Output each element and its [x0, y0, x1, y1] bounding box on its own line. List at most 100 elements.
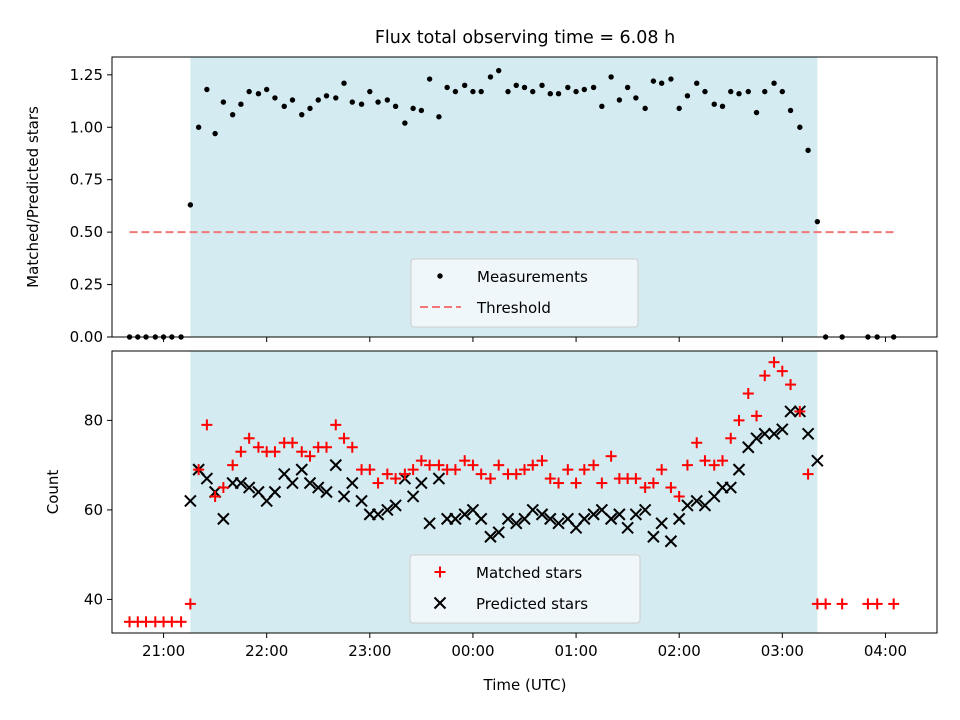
predicted-star-point — [337, 490, 351, 503]
matched-star-point — [209, 490, 221, 502]
predicted-star-point — [724, 481, 737, 494]
measurement-point — [658, 80, 665, 86]
measurement-point — [771, 80, 777, 86]
predicted-star-point — [638, 503, 652, 517]
matched-star-point — [553, 477, 565, 489]
predicted-star-point — [784, 405, 797, 418]
predicted-star-point — [303, 476, 317, 490]
predicted-star-point — [329, 458, 342, 472]
measurement-point — [555, 91, 562, 97]
matched-star-point — [742, 388, 754, 400]
matched-star-point — [562, 464, 574, 476]
matched-star-point — [888, 598, 900, 610]
matched-star-point — [699, 455, 711, 467]
matched-star-point — [484, 473, 496, 485]
measurement-point — [375, 99, 381, 105]
matched-star-point — [286, 437, 298, 449]
bottom-axes: 40 60 80 21:00 22:00 23:00 00:00 01:00 02:00 03:… — [44, 350, 938, 694]
bottom-x-tick-label: 04:00 — [864, 642, 907, 660]
matched-star-point — [407, 464, 419, 476]
matched-star-point — [433, 459, 445, 471]
measurement-point — [349, 99, 355, 105]
measurement-point — [392, 103, 399, 109]
matched-star-point — [346, 441, 358, 453]
measurement-point — [418, 107, 425, 114]
predicted-star-point — [217, 512, 230, 526]
top-y-tick-label: 0.75 — [70, 171, 103, 189]
matched-star-point — [330, 419, 342, 431]
predicted-star-point — [346, 476, 359, 490]
matched-star-point — [372, 477, 384, 489]
predicted-star-point — [432, 472, 446, 485]
measurement-point — [436, 114, 442, 120]
top-y-ticks: 0.00 0.25 0.50 0.75 1.00 1.25 — [70, 66, 112, 346]
matched-star-point — [673, 490, 685, 502]
bottom-y-tick-label: 40 — [84, 590, 103, 608]
measurement-point — [599, 103, 605, 109]
measurement-point — [573, 88, 579, 95]
predicted-star-point — [758, 427, 771, 441]
matched-star-point — [802, 468, 814, 480]
predicted-star-point — [613, 508, 626, 521]
bottom-legend-box — [409, 554, 641, 624]
measurement-point — [410, 105, 416, 112]
top-y-tick-label: 0.00 — [70, 328, 103, 346]
top-axes-frame — [111, 56, 938, 338]
predicted-star-point — [423, 517, 436, 530]
predicted-star-point — [510, 517, 523, 530]
matched-star-point — [243, 432, 255, 444]
measurement-point — [263, 86, 270, 93]
measurement-point — [539, 82, 545, 89]
measurement-point — [805, 147, 811, 154]
bottom-y-tick-label: 80 — [84, 411, 103, 429]
bottom-axes-frame — [111, 350, 938, 634]
measurement-point — [633, 95, 639, 101]
measurement-point — [402, 120, 408, 126]
matched-star-point — [166, 616, 178, 628]
measurement-point — [728, 88, 734, 95]
x-axis-label: Time (UTC) — [483, 676, 567, 694]
bottom-x-tick-label: 00:00 — [451, 642, 494, 660]
predicted-star-point — [544, 512, 557, 526]
predicted-star-point — [355, 494, 368, 508]
top-legend: Measurements Threshold — [410, 258, 639, 328]
matched-star-point — [794, 405, 806, 417]
legend-label-predicted-stars: Predicted stars — [476, 595, 588, 613]
matched-star-point — [227, 459, 239, 471]
predicted-star-point — [242, 481, 256, 494]
measurement-point — [315, 97, 321, 103]
matched-star-point — [493, 459, 505, 471]
matched-star-point — [296, 446, 308, 458]
predicted-star-point — [776, 423, 789, 436]
predicted-star-point — [801, 427, 815, 441]
legend-marker-measurements — [437, 273, 443, 279]
top-y-tick-label: 0.25 — [70, 276, 103, 294]
matched-star-point — [510, 468, 522, 480]
measurement-point — [787, 107, 794, 114]
matched-star-point — [768, 356, 780, 368]
measurement-point — [341, 80, 347, 86]
predicted-star-point — [458, 508, 471, 521]
matched-star-point — [519, 464, 530, 476]
measurement-point — [384, 97, 391, 103]
predicted-star-point — [655, 517, 668, 530]
bottom-y-ticks: 40 60 80 — [84, 411, 112, 608]
measurement-point — [496, 67, 502, 74]
measurement-point — [616, 97, 623, 103]
measurement-point — [220, 99, 227, 105]
measurement-point — [187, 202, 194, 208]
matched-star-point — [596, 477, 608, 489]
matched-star-point — [836, 598, 848, 610]
matched-star-point — [338, 432, 350, 444]
predicted-star-point — [406, 490, 420, 503]
predicted-star-point — [526, 503, 539, 517]
measurement-point — [212, 130, 218, 137]
measurement-point — [547, 91, 553, 97]
measurement-point — [444, 84, 450, 91]
measurement-point — [676, 105, 682, 112]
predicted-star-point — [552, 517, 565, 530]
predicted-star-point — [750, 432, 763, 445]
measurement-point — [702, 88, 708, 95]
measurement-point — [797, 124, 803, 130]
